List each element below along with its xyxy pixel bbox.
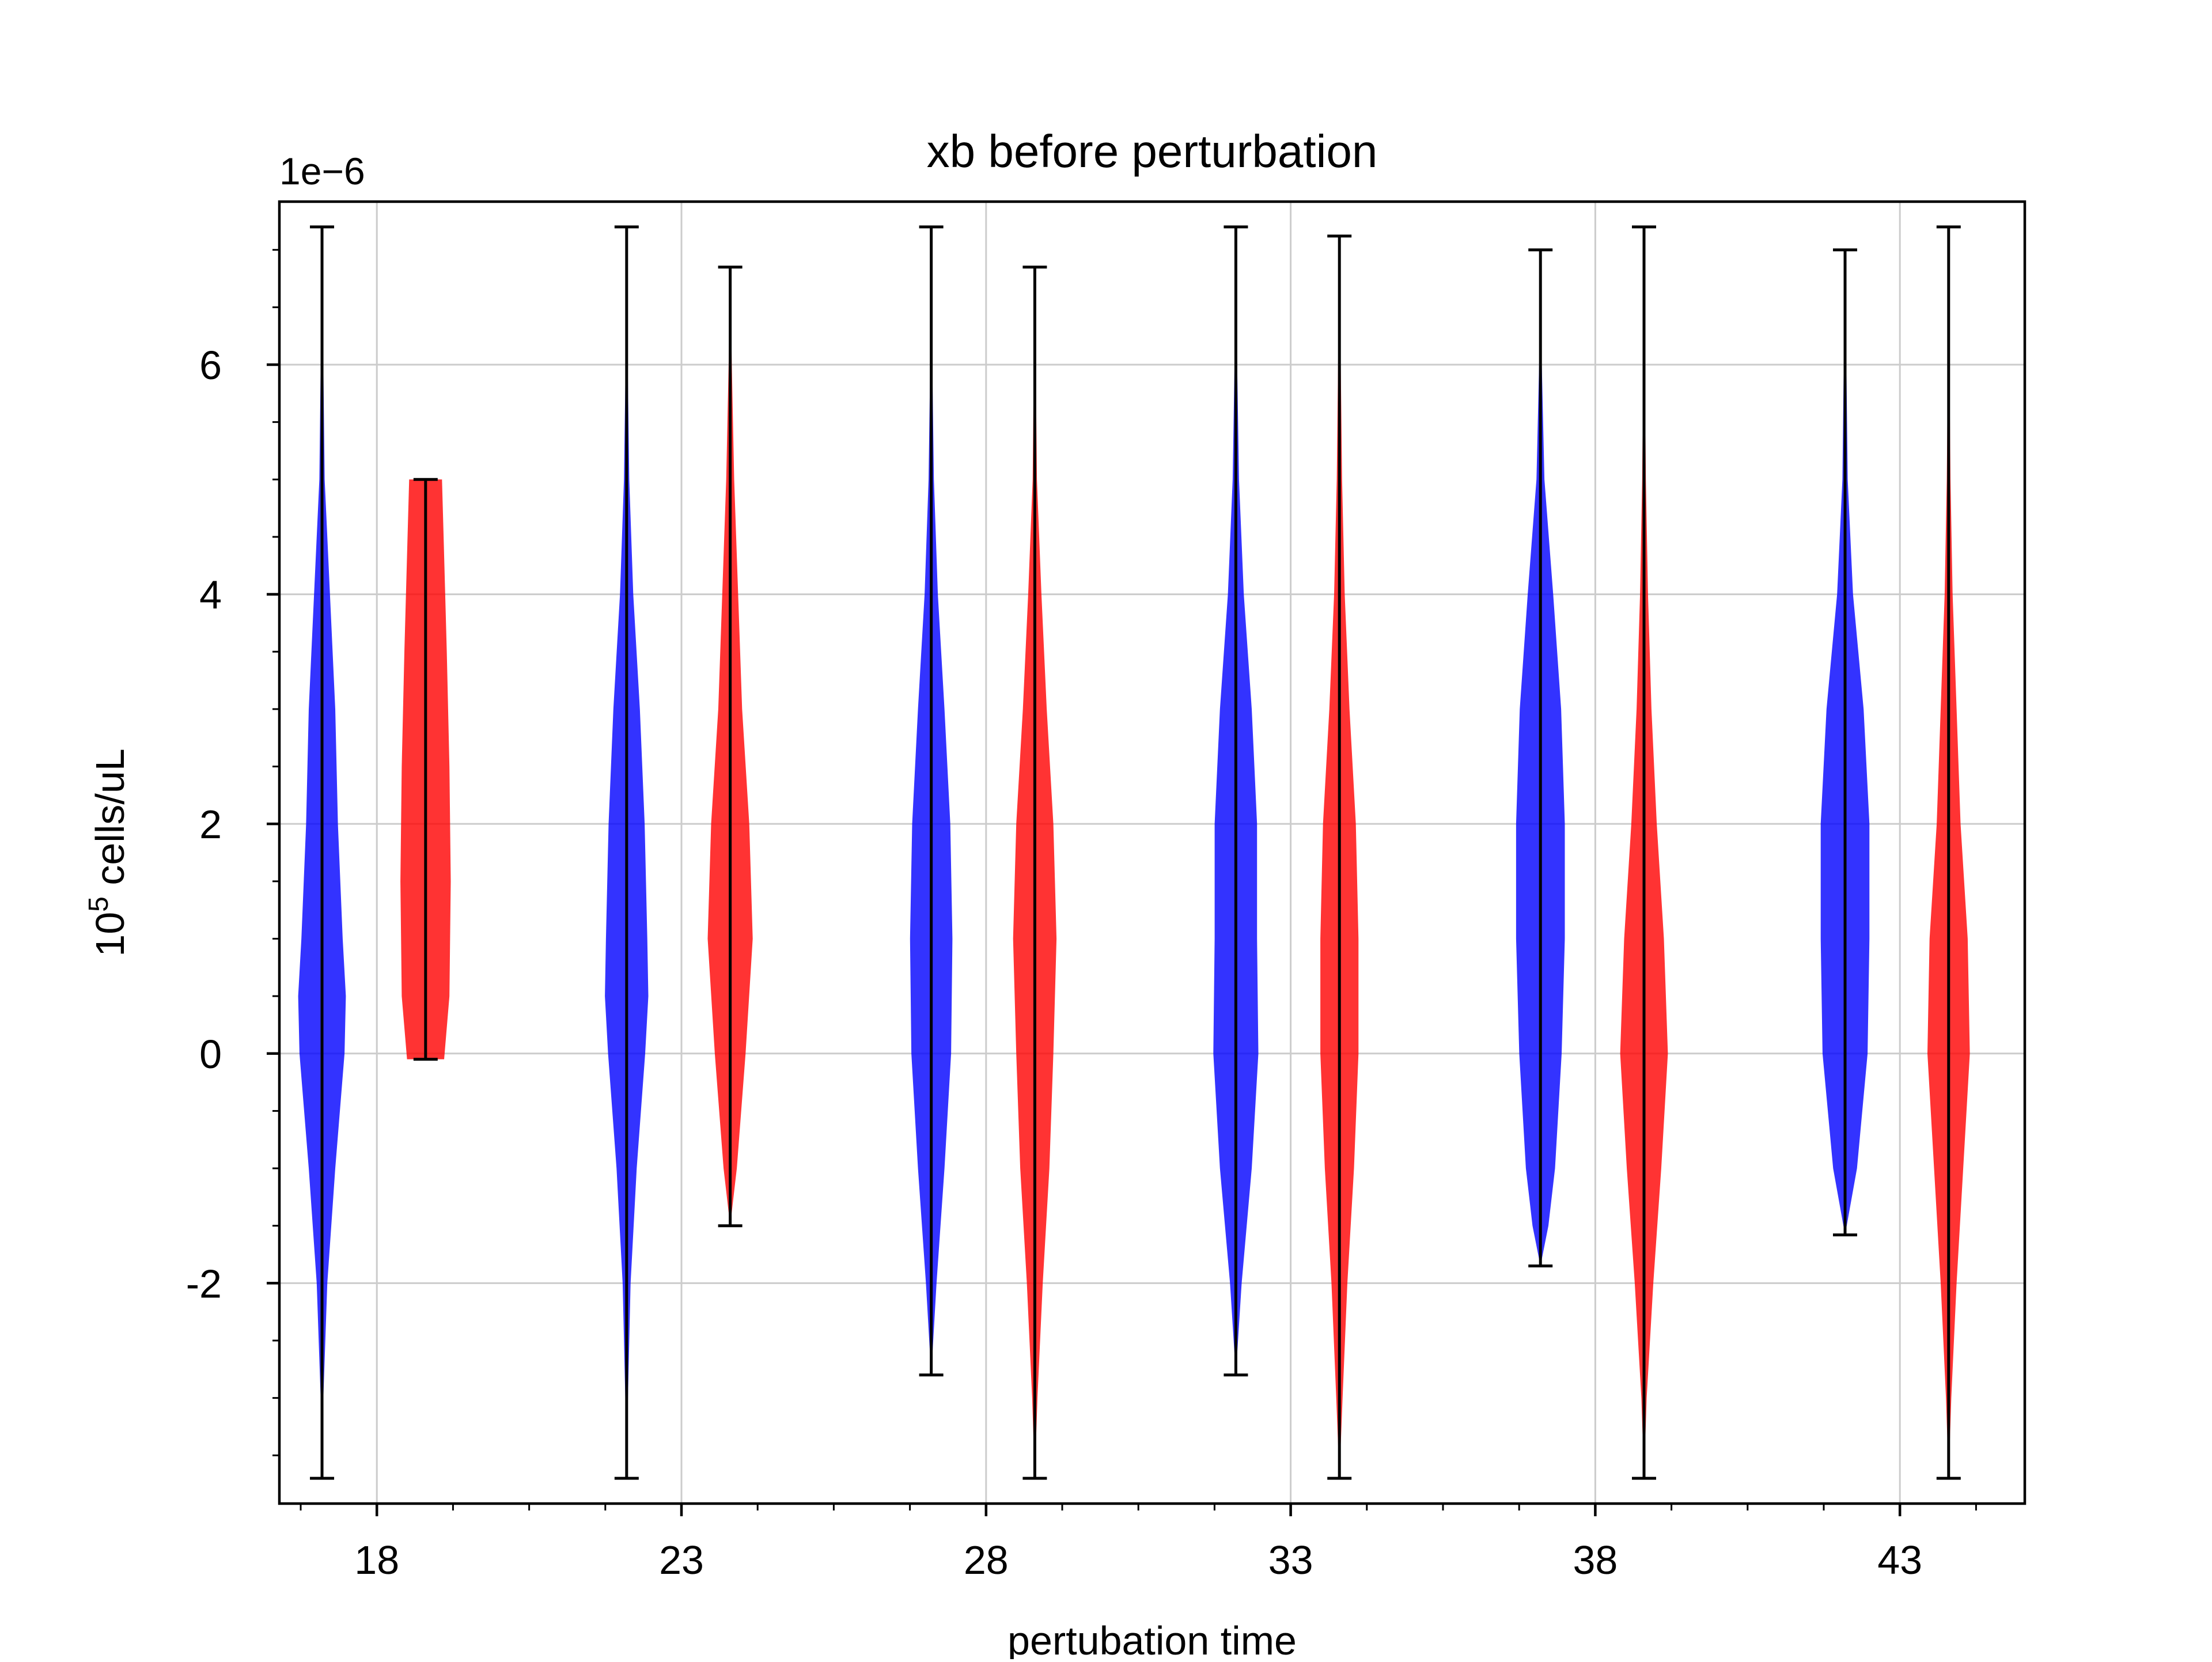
violins	[298, 225, 1970, 1480]
y-offset-label: 1e−6	[279, 150, 365, 192]
grid-lines	[279, 202, 2025, 1504]
y-axis-label: 105 cells/uL	[84, 748, 132, 956]
y-axis-label-exponent: 5	[84, 896, 114, 912]
x-tick-label: 23	[659, 1538, 704, 1583]
x-tick-label: 28	[964, 1538, 1009, 1583]
x-tick-label: 38	[1573, 1538, 1618, 1583]
y-axis-label-unit: cells/uL	[88, 748, 132, 896]
y-tick-label: 4	[199, 573, 222, 618]
plot-frame	[278, 200, 2027, 1505]
x-axis-label: pertubation time	[1007, 1618, 1297, 1659]
x-tick-label: 33	[1268, 1538, 1313, 1583]
chart-title: xb before perturbation	[927, 126, 1378, 177]
x-tick-label: 18	[354, 1538, 399, 1583]
y-tick-label: 0	[199, 1032, 222, 1077]
y-tick-label: 6	[199, 343, 222, 388]
y-tick-label: -2	[186, 1261, 222, 1306]
x-tick-label: 43	[1877, 1538, 1922, 1583]
axes: 18 23 28 33 38 43 -2 0 2 4 6	[186, 249, 1977, 1583]
y-tick-label: 2	[199, 802, 222, 847]
y-axis-label-base: 10	[88, 912, 132, 957]
